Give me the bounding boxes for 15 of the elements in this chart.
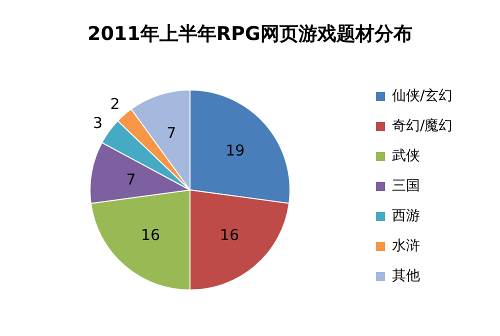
- legend-label: 武侠: [392, 148, 420, 164]
- data-label: 3: [93, 114, 103, 132]
- legend-label: 水浒: [392, 238, 420, 254]
- legend-label: 三国: [392, 178, 420, 194]
- data-label: 19: [226, 142, 245, 160]
- data-label: 7: [126, 170, 136, 188]
- data-label: 7: [166, 124, 176, 142]
- legend-label: 仙侠/玄幻: [392, 88, 453, 104]
- legend-label: 奇幻/魔幻: [392, 118, 453, 134]
- data-label: 16: [220, 226, 240, 244]
- data-label: 16: [140, 226, 160, 244]
- chart-title: 2011年上半年RPG网页游戏题材分布: [87, 23, 413, 45]
- data-label: 2: [110, 95, 120, 114]
- legend-label: 西游: [392, 208, 420, 224]
- legend-label: 其他: [392, 268, 420, 284]
